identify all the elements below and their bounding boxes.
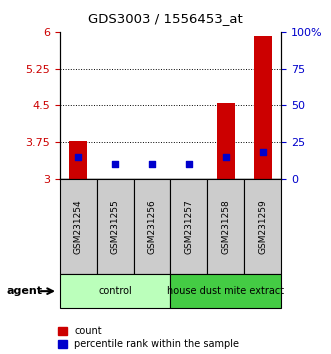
Bar (170, 274, 281, 308)
Text: GDS3003 / 1556453_at: GDS3003 / 1556453_at (88, 12, 243, 25)
Point (75, 154, 81, 160)
Text: GSM231258: GSM231258 (221, 199, 230, 254)
Bar (97, 179, 133, 274)
Text: control: control (98, 286, 132, 296)
Point (260, 149, 265, 155)
Text: GSM231254: GSM231254 (73, 199, 82, 254)
Point (223, 154, 228, 160)
Bar (170, 179, 208, 274)
Bar (60, 179, 97, 274)
Point (112, 161, 118, 167)
Bar (254, 36, 272, 179)
Point (186, 161, 192, 167)
Bar (133, 179, 170, 274)
Text: house dust mite extract: house dust mite extract (167, 286, 284, 296)
Text: GSM231256: GSM231256 (148, 199, 157, 254)
Bar (208, 179, 244, 274)
Text: GSM231259: GSM231259 (259, 199, 267, 254)
Bar (69, 141, 87, 179)
Point (149, 161, 155, 167)
Legend: count, percentile rank within the sample: count, percentile rank within the sample (58, 326, 239, 349)
Bar (60, 274, 170, 308)
Text: agent: agent (7, 286, 43, 296)
Bar (217, 103, 235, 179)
Text: GSM231255: GSM231255 (111, 199, 119, 254)
Bar (244, 179, 281, 274)
Text: GSM231257: GSM231257 (184, 199, 193, 254)
